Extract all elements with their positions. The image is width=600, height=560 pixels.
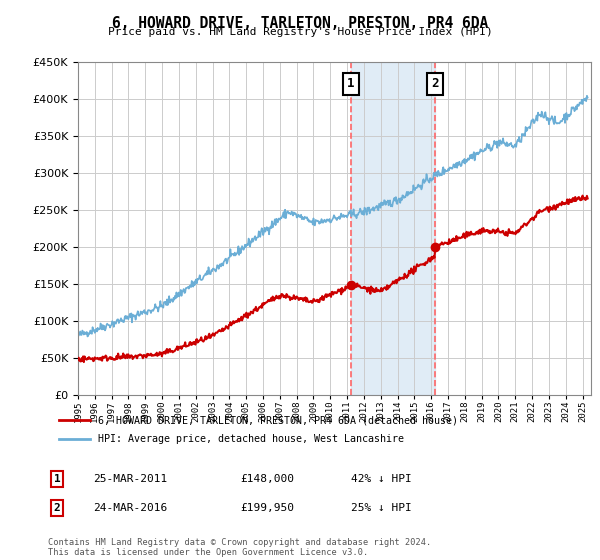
Bar [351,62,435,395]
Text: 25-MAR-2011: 25-MAR-2011 [93,474,167,484]
Text: £148,000: £148,000 [240,474,294,484]
Text: 25% ↓ HPI: 25% ↓ HPI [351,503,412,513]
Text: 42% ↓ HPI: 42% ↓ HPI [351,474,412,484]
Text: 1: 1 [53,474,61,484]
Text: 6, HOWARD DRIVE, TARLETON, PRESTON, PR4 6DA: 6, HOWARD DRIVE, TARLETON, PRESTON, PR4 … [112,16,488,31]
Text: 2: 2 [431,77,439,90]
Text: 2: 2 [53,503,61,513]
Text: 1: 1 [347,77,355,90]
Text: £199,950: £199,950 [240,503,294,513]
Text: HPI: Average price, detached house, West Lancashire: HPI: Average price, detached house, West… [98,435,404,445]
Text: Contains HM Land Registry data © Crown copyright and database right 2024.
This d: Contains HM Land Registry data © Crown c… [48,538,431,557]
Text: 6, HOWARD DRIVE, TARLETON, PRESTON, PR4 6DA (detached house): 6, HOWARD DRIVE, TARLETON, PRESTON, PR4 … [98,415,458,425]
Text: 24-MAR-2016: 24-MAR-2016 [93,503,167,513]
Text: Price paid vs. HM Land Registry's House Price Index (HPI): Price paid vs. HM Land Registry's House … [107,27,493,37]
